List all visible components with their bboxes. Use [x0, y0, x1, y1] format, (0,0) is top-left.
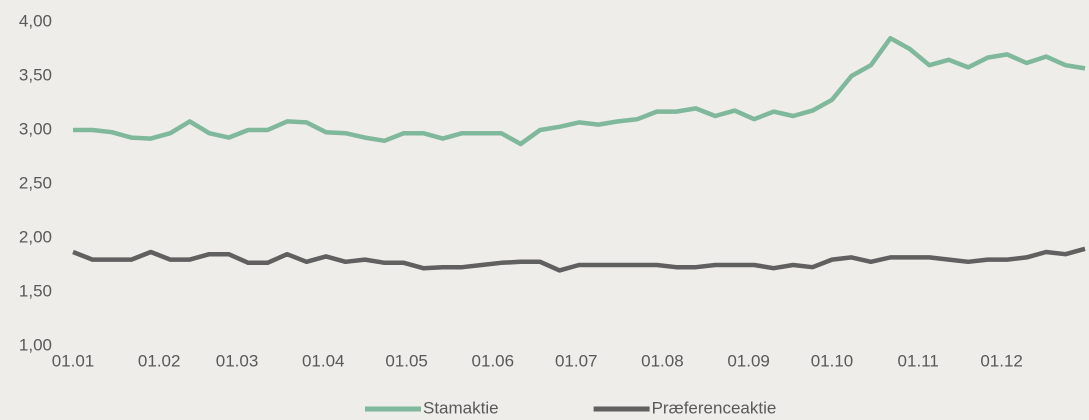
x-tick-label: 01.04 — [302, 351, 345, 370]
y-tick-label: 4,00 — [19, 11, 52, 30]
y-tick-label: 2,00 — [19, 227, 52, 246]
line-series — [73, 35, 1086, 147]
y-tick-label: 1,50 — [19, 281, 52, 300]
x-tick-label: 01.02 — [138, 351, 181, 370]
x-tick-label: 01.12 — [980, 351, 1023, 370]
x-tick-label: 01.01 — [52, 351, 95, 370]
y-tick-label: 3,50 — [19, 65, 52, 84]
x-tick-label: 01.03 — [216, 351, 259, 370]
y-tick-label: 1,00 — [19, 335, 52, 354]
y-tick-label: 2,50 — [19, 173, 52, 192]
x-tick-label: 01.09 — [727, 351, 770, 370]
x-tick-label: 01.11 — [898, 351, 939, 370]
legend-label: Stamaktie — [423, 398, 499, 417]
line-series — [72, 246, 1086, 273]
x-tick-label: 01.08 — [641, 351, 684, 370]
legend-label: Præferenceaktie — [652, 398, 777, 417]
x-tick-label: 01.07 — [555, 351, 598, 370]
x-tick-label: 01.05 — [385, 351, 428, 370]
y-tick-label: 3,00 — [19, 119, 52, 138]
x-tick-label: 01.10 — [811, 351, 854, 370]
x-tick-label: 01.06 — [472, 351, 515, 370]
